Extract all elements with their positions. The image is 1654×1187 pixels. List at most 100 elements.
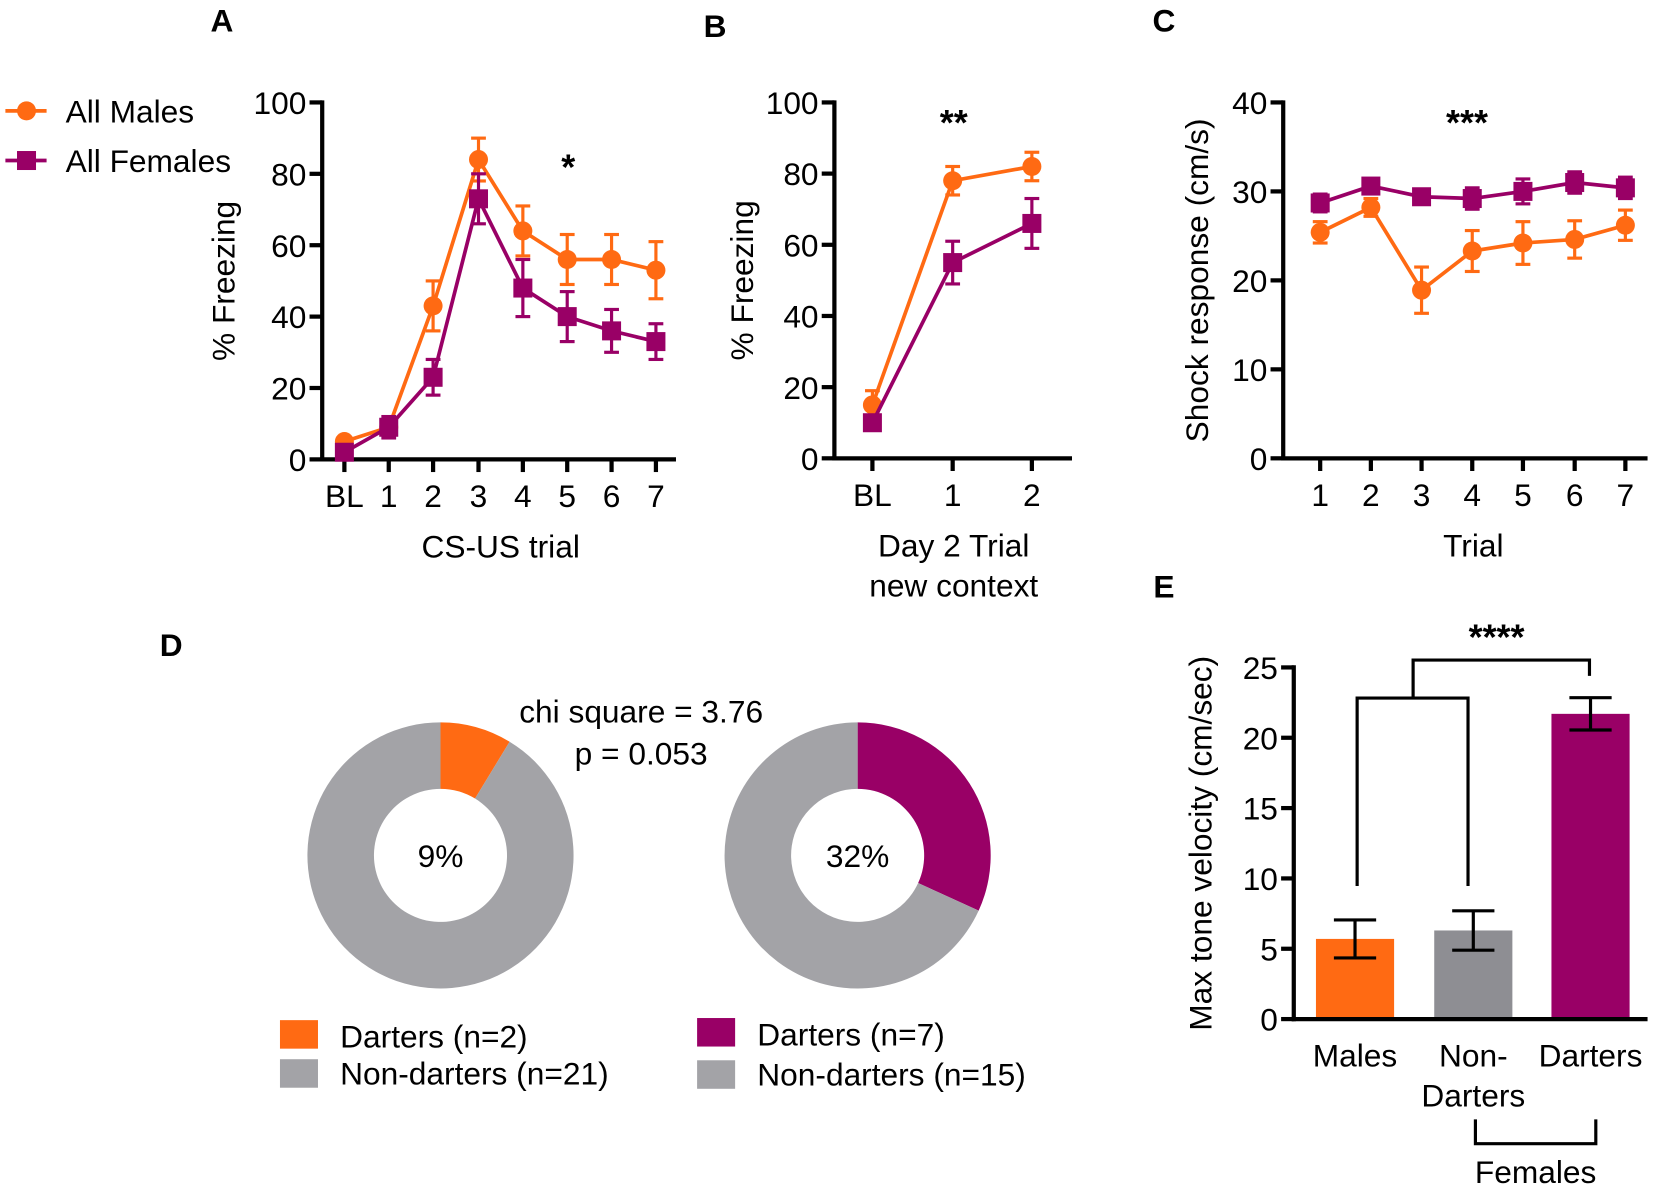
y-tick-label: 10 [1232, 352, 1267, 388]
y-axis-label: Shock response (cm/s) [1179, 118, 1215, 442]
y-tick-label: 0 [289, 442, 307, 478]
comparison-bracket [1411, 658, 1592, 699]
x-tick-label: 3 [470, 478, 488, 514]
significance-annotation: ** [940, 103, 968, 143]
data-point-females [513, 278, 533, 298]
y-tick-label: 60 [783, 227, 818, 263]
significance-annotation: **** [1469, 617, 1525, 657]
data-point-males [1310, 222, 1330, 242]
y-tick-label: 40 [1232, 85, 1267, 121]
legend-label-non-darters: Non-darters (n=15) [757, 1057, 1025, 1093]
data-point-females [1565, 173, 1585, 193]
data-point-males [423, 296, 443, 316]
y-tick-label: 80 [271, 156, 306, 192]
group-label-females: Females [1475, 1154, 1596, 1187]
y-tick-label: 0 [1260, 1002, 1278, 1038]
legend-label-darters: Darters (n=2) [340, 1019, 527, 1055]
y-tick-label: 60 [271, 228, 306, 264]
data-point-females [1513, 181, 1533, 201]
y-tick-label: 20 [1232, 263, 1267, 299]
legend-swatch-non-darters [697, 1060, 736, 1089]
pie-slice-darters [857, 722, 991, 911]
y-tick-label: 20 [271, 371, 306, 407]
pie-slice-non-darters [724, 722, 979, 989]
x-tick-label: 3 [1413, 477, 1431, 513]
group-bracket-females [1473, 1119, 1598, 1146]
x-axis-label: Trial [1443, 528, 1503, 564]
data-point-males [646, 260, 666, 280]
x-tick-label: BL [325, 478, 364, 514]
data-point-males [1565, 229, 1585, 249]
x-tick-label: 1 [380, 478, 398, 514]
x-tick-label: 4 [1463, 477, 1481, 513]
data-point-males [1022, 156, 1042, 177]
y-tick-label: 25 [1243, 650, 1278, 686]
panel-letter-d: D [160, 627, 183, 663]
data-point-females [1310, 193, 1330, 213]
data-point-males [602, 249, 622, 269]
data-point-females [646, 332, 666, 352]
x-tick-label: 2 [1362, 477, 1380, 513]
x-tick-label: 1 [944, 477, 962, 513]
x-tick-label: Non- [1439, 1038, 1508, 1074]
data-point-males [1462, 241, 1482, 261]
data-point-females [334, 442, 354, 462]
x-tick-label: Darters [1421, 1078, 1525, 1114]
pie-slice-non-darters [307, 722, 574, 989]
y-tick-label: 5 [1260, 931, 1278, 967]
x-tick-label: BL [853, 477, 892, 513]
y-tick-label: 100 [766, 85, 819, 121]
y-tick-label: 20 [1243, 720, 1278, 756]
x-tick-label: 2 [424, 478, 442, 514]
pie-center-label: 32% [826, 838, 889, 874]
pie-slice-darters [440, 722, 510, 799]
significance-annotation: * [561, 148, 575, 188]
x-tick-label: 6 [603, 478, 621, 514]
comparison-bracket [1355, 696, 1470, 887]
panel-letter-e: E [1153, 569, 1174, 605]
y-tick-label: 0 [1250, 441, 1268, 477]
y-tick-label: 0 [801, 441, 819, 477]
panel-letter-a: A [210, 3, 233, 39]
y-axis-label: % Freezing [724, 200, 760, 360]
legend-swatch-non-darters [279, 1059, 318, 1088]
data-point-females [1361, 176, 1381, 196]
data-point-females [379, 417, 399, 437]
data-point-females [1615, 178, 1635, 198]
chi-square-label: chi square = 3.76 [519, 693, 763, 729]
pie-center-label: 9% [418, 838, 464, 874]
x-tick-label: Darters [1539, 1038, 1643, 1074]
y-tick-label: 80 [783, 156, 818, 192]
y-tick-label: 40 [271, 299, 306, 335]
y-axis-label: % Freezing [206, 201, 242, 361]
x-tick-label: 5 [1514, 477, 1532, 513]
data-point-males [557, 249, 577, 269]
legend-marker-females [17, 151, 37, 171]
x-axis-label: new context [869, 568, 1038, 604]
legend-label-darters: Darters (n=7) [757, 1016, 944, 1052]
y-tick-label: 10 [1243, 861, 1278, 897]
data-point-males [513, 221, 533, 241]
data-point-females [943, 253, 963, 273]
x-axis-label: Day 2 Trial [878, 528, 1029, 564]
x-axis-label: CS-US trial [421, 529, 579, 565]
data-point-males [1615, 215, 1635, 235]
data-point-females [1412, 187, 1432, 207]
x-tick-label: 6 [1566, 477, 1584, 513]
series-line-males [343, 155, 657, 444]
x-tick-label: 5 [558, 478, 576, 514]
legend-label-non-darters: Non-darters (n=21) [340, 1056, 608, 1092]
data-point-females [862, 413, 882, 433]
data-point-females [1022, 213, 1042, 233]
legend-swatch-darters [279, 1020, 318, 1049]
y-tick-label: 30 [1232, 174, 1267, 210]
y-tick-label: 15 [1243, 791, 1278, 827]
legend-label-females: All Females [66, 143, 231, 179]
data-point-females [557, 307, 577, 327]
data-point-females [602, 321, 622, 341]
legend-swatch-darters [697, 1018, 736, 1047]
data-point-females [468, 189, 489, 209]
data-point-females [423, 367, 443, 387]
legend-label-males: All Males [66, 94, 194, 130]
x-tick-label: 4 [514, 478, 532, 514]
